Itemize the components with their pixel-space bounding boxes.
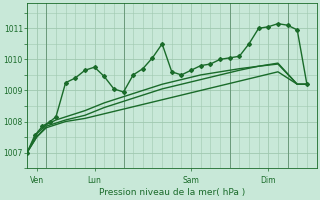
X-axis label: Pression niveau de la mer( hPa ): Pression niveau de la mer( hPa ) (99, 188, 245, 197)
